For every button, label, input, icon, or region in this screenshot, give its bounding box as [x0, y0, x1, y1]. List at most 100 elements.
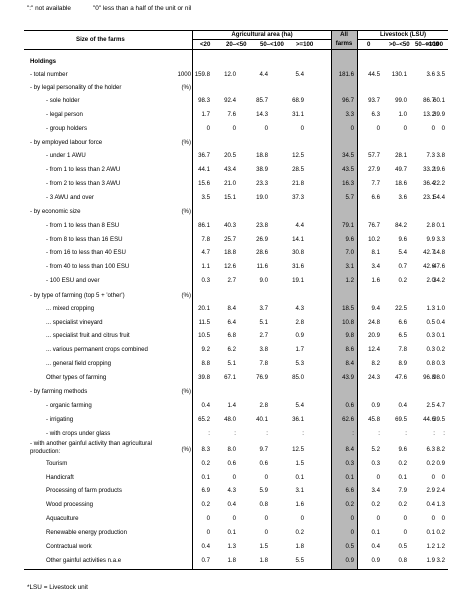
agri-subheader: 50–<100: [260, 41, 284, 48]
table-cell: 18.6: [395, 180, 407, 187]
table-row: - total number 1000 159.8 12.0 4.4 5.4 181.6 44…: [24, 69, 448, 81]
table-cell: 5.3: [295, 360, 304, 367]
footnote: *LSU = Livestock unit: [27, 584, 88, 591]
table-cell: 1.3: [426, 305, 435, 312]
table-cell: 12.4: [368, 346, 380, 353]
table-cell: 98.0: [433, 374, 445, 381]
table-cell: 26.9: [256, 236, 268, 243]
table-cell: 8.2: [371, 360, 380, 367]
table-cell: 1.7: [295, 346, 304, 353]
table-cell: 79.1: [342, 222, 354, 229]
table-cell: 11.6: [256, 263, 268, 270]
table-cell: 14.8: [433, 249, 445, 256]
row-label: Wood processing: [46, 501, 93, 508]
row-label: - with crops under glass: [46, 430, 111, 437]
table-cell: 15.6: [198, 180, 210, 187]
table-cell: 69.5: [395, 416, 407, 423]
table-cell: 0.3: [371, 460, 380, 467]
table-cell: 0.4: [436, 319, 445, 326]
table-row: - from 1 to less than 8 ESU 86.1 40.3 23.8 4…: [24, 220, 448, 232]
table-cell: 7.0: [345, 249, 354, 256]
table-cell: 43.4: [224, 166, 236, 173]
table-notes: ":" not available "0" less than a half o…: [27, 5, 191, 12]
livestock-subheader: 0: [367, 41, 371, 48]
table-cell: 9.2: [201, 346, 210, 353]
table-cell: 12.6: [224, 263, 236, 270]
column-divider: [192, 30, 193, 569]
table-cell: 0.2: [426, 460, 435, 467]
table-cell: 1.8: [227, 557, 236, 564]
table-cell: 36.1: [292, 416, 304, 423]
table-cell: 47.6: [433, 263, 445, 270]
table-cell: 5.5: [295, 557, 304, 564]
table-cell: 9.6: [345, 236, 354, 243]
table-row: - by legal personality of the holder (%): [24, 82, 448, 94]
size-of-farms-header: Size of the farms: [76, 36, 125, 43]
table-cell: 6.6: [398, 319, 407, 326]
table-cell: 43.9: [342, 374, 354, 381]
table-cell: 44.6: [423, 416, 435, 423]
table-cell: 24.8: [368, 319, 380, 326]
table-cell: 3.6: [398, 194, 407, 201]
table-cell: 19.0: [256, 194, 268, 201]
table-row: Other gainful activities n.a.e 0.7 1.8 1.8 5…: [24, 555, 448, 567]
table-cell: 20.5: [224, 152, 236, 159]
table-cell: 3.4: [371, 263, 380, 270]
table-cell: 12.5: [292, 152, 304, 159]
table-cell: 9.0: [259, 277, 268, 284]
table-cell: 96.8: [423, 374, 435, 381]
table-cell: 1.8: [295, 543, 304, 550]
table-cell: 1.9: [426, 557, 435, 564]
table-cell: 28.1: [395, 152, 407, 159]
row-label: - with another gainful activity than agr…: [30, 440, 152, 455]
table-cell: 1.5: [295, 460, 304, 467]
table-cell: 5.1: [227, 360, 236, 367]
row-label: - under 1 AWU: [46, 152, 86, 159]
table-cell: 1.6: [371, 277, 380, 284]
table-cell: 0.4: [201, 402, 210, 409]
row-label: Holdings: [30, 58, 57, 65]
row-label: - from 8 to less than 16 ESU: [46, 236, 123, 243]
row-label: - legal person: [46, 111, 83, 118]
table-cell: 5.2: [371, 446, 380, 453]
table-cell: 93.7: [368, 97, 380, 104]
table-row: ... specialist fruit and citrus fruit 10.…: [24, 330, 448, 342]
row-unit: (%): [181, 139, 191, 146]
table-cell: 21.0: [224, 180, 236, 187]
row-label: ... various permanent crops combined: [46, 346, 148, 353]
table-cell: 0: [350, 515, 354, 522]
table-cell: 0.2: [201, 501, 210, 508]
table-cell: 10.5: [198, 332, 210, 339]
table-cell: 8.0: [227, 446, 236, 453]
table-cell: 39.9: [433, 111, 445, 118]
table-cell: 7.8: [398, 346, 407, 353]
table-cell: 0: [441, 125, 445, 132]
table-cell: 22.2: [433, 180, 445, 187]
table-cell: 0: [300, 125, 304, 132]
table-cell: 40.1: [256, 416, 268, 423]
table-cell: 0: [206, 515, 210, 522]
row-label: Contractual work: [46, 543, 92, 550]
table-cell: :: [302, 430, 304, 437]
table-row: - irrigating 65.2 48.0 40.1 36.1 62.6 45.8 69.5…: [24, 414, 448, 426]
table-cell: 2.8: [295, 319, 304, 326]
table-cell: :: [433, 430, 435, 437]
table-cell: 76.9: [256, 374, 268, 381]
livestock-subheader: >=100: [425, 41, 443, 48]
table-row: - by type of farming (top 5 + 'other') (%…: [24, 290, 448, 302]
table-cell: 9.6: [398, 446, 407, 453]
table-cell: 39.8: [198, 374, 210, 381]
table-cell: 0.9: [345, 557, 354, 564]
table-cell: 15.1: [224, 194, 236, 201]
table-cell: 1.3: [227, 543, 236, 550]
table-cell: 18.5: [342, 305, 354, 312]
table-row: - from 40 to less than 100 ESU 1.1 12.6 11.…: [24, 261, 448, 273]
table-row: - 3 AWU and over 3.5 15.1 19.0 37.3 5.7 6.6 3.6…: [24, 192, 448, 204]
table-cell: 0: [431, 474, 435, 481]
table-cell: 9.8: [345, 332, 354, 339]
table-cell: 92.4: [224, 97, 236, 104]
table-cell: 1.6: [295, 501, 304, 508]
table-cell: 0.4: [201, 543, 210, 550]
column-divider: [357, 30, 358, 569]
table-cell: 30.8: [292, 249, 304, 256]
